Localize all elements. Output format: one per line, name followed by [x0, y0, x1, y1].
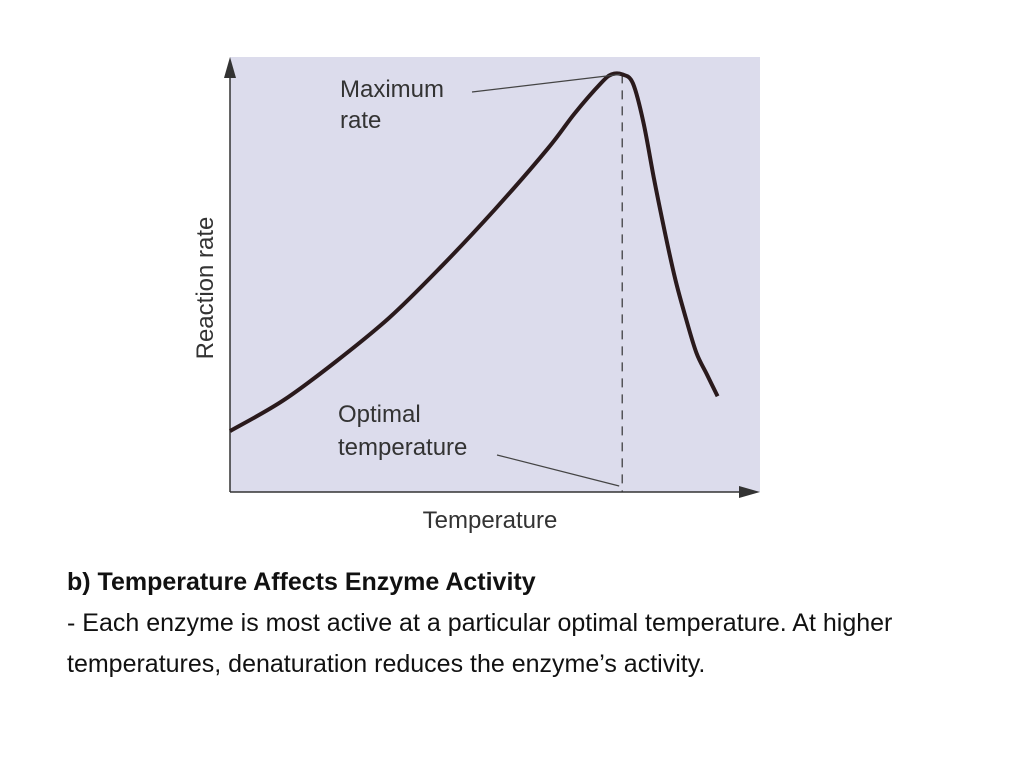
maximum-rate-label-line1: Maximum: [340, 76, 444, 103]
chart: Maximum rate Optimal temperature Tempera…: [192, 57, 760, 534]
x-axis-label: Temperature: [423, 507, 558, 534]
y-axis-arrow: [224, 57, 236, 78]
y-axis-label: Reaction rate: [192, 217, 219, 360]
slide-body-text: - Each enzyme is most active at a partic…: [67, 609, 893, 678]
reaction-rate-curve: [228, 71, 720, 433]
optimal-temperature-leader-line: [496, 454, 620, 487]
optimal-temperature-label-line2: temperature: [338, 434, 467, 461]
slide-heading: b) Temperature Affects Enzyme Activity: [67, 568, 536, 596]
optimal-temperature-label-line1: Optimal: [338, 401, 421, 428]
maximum-rate-label-line2: rate: [340, 107, 381, 134]
plot-background: [230, 57, 760, 492]
slide-caption: b) Temperature Affects Enzyme Activity -…: [67, 562, 967, 685]
x-axis-arrow: [739, 486, 760, 498]
enzyme-temperature-chart: Maximum rate Optimal temperature Tempera…: [192, 57, 760, 534]
maximum-rate-leader-line: [471, 73, 621, 93]
